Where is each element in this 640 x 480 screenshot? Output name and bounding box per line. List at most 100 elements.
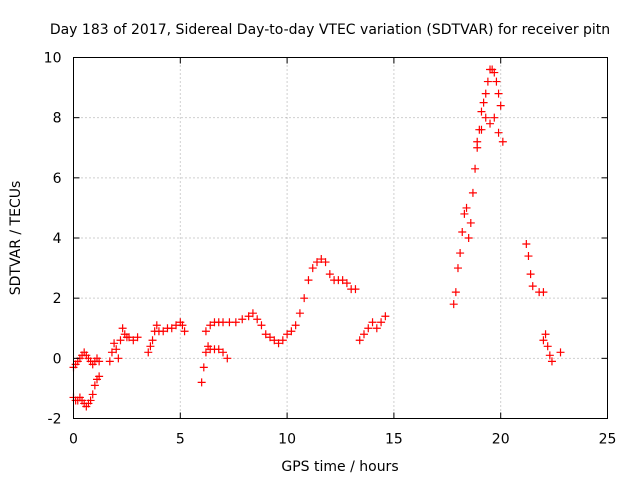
data-point: [110, 339, 119, 348]
data-point: [490, 113, 499, 122]
data-point: [95, 372, 104, 381]
data-point: [300, 294, 309, 303]
data-point: [460, 209, 469, 218]
data-point: [317, 255, 326, 264]
x-tick-label: 5: [176, 432, 185, 448]
data-point: [483, 77, 492, 86]
data-point: [199, 363, 208, 372]
data-point: [180, 327, 189, 336]
data-point: [105, 357, 114, 366]
data-point: [159, 327, 168, 336]
data-point: [453, 264, 462, 273]
y-tick-label: 6: [53, 171, 62, 187]
y-tick-labels: -2 0 2 4 6 8 10: [44, 51, 62, 428]
data-point: [313, 258, 322, 267]
data-point: [144, 348, 153, 357]
data-point: [471, 164, 480, 173]
data-point: [338, 276, 347, 285]
data-point: [464, 234, 473, 242]
data-point: [456, 249, 465, 258]
data-point: [321, 258, 330, 267]
data-point: [308, 264, 317, 273]
data-point: [95, 357, 104, 366]
axis-ticks: [73, 57, 608, 419]
y-axis-label: SDTVAR / TECUs: [8, 181, 24, 296]
y-tick-label: 0: [53, 351, 62, 367]
data-point: [364, 324, 373, 333]
data-point: [88, 390, 97, 399]
data-point: [283, 330, 292, 339]
data-point: [146, 342, 155, 351]
data-point: [274, 339, 283, 348]
data-point: [270, 336, 279, 345]
grid-lines: [73, 57, 608, 419]
data-point: [486, 119, 495, 128]
y-tick-label: 4: [53, 231, 62, 247]
y-tick-label: -2: [48, 412, 62, 428]
data-point: [278, 336, 287, 345]
data-point: [481, 89, 490, 98]
data-point: [462, 203, 471, 212]
x-axis-label: GPS time / hours: [281, 459, 398, 475]
data-point: [206, 321, 215, 330]
data-point: [253, 315, 262, 324]
data-point: [244, 312, 253, 321]
data-point: [541, 330, 550, 339]
data-point: [219, 348, 228, 357]
data-point: [125, 333, 134, 342]
data-point: [524, 252, 533, 261]
data-point: [492, 77, 501, 86]
data-point: [152, 321, 161, 330]
data-point: [458, 227, 467, 236]
data-point: [481, 113, 490, 122]
data-point: [522, 240, 531, 249]
data-point: [86, 396, 95, 405]
data-point: [214, 345, 223, 354]
data-point: [238, 315, 247, 324]
data-point: [359, 330, 368, 339]
chart-title: Day 183 of 2017, Sidereal Day-to-day VTE…: [50, 22, 610, 38]
data-point: [287, 327, 296, 336]
data-point: [526, 270, 535, 279]
data-point: [118, 324, 127, 333]
data-point: [381, 312, 390, 321]
data-point: [257, 321, 266, 330]
data-point: [449, 300, 458, 309]
data-point: [197, 378, 206, 387]
data-point: [543, 342, 552, 351]
y-tick-label: 2: [53, 291, 62, 307]
data-point: [496, 101, 505, 110]
y-tick-label: 10: [44, 51, 62, 67]
data-point: [466, 218, 475, 227]
data-point: [342, 279, 351, 288]
data-point: [114, 354, 123, 363]
data-point: [468, 188, 477, 197]
data-point: [291, 321, 300, 330]
data-point: [201, 348, 210, 357]
data-point: [295, 309, 304, 318]
data-point: [451, 288, 460, 297]
data-point: [539, 288, 548, 297]
data-point: [368, 318, 377, 327]
data-point: [490, 68, 499, 77]
data-point: [372, 324, 381, 333]
data-point: [539, 336, 548, 345]
data-point: [351, 285, 360, 294]
x-tick-label: 25: [599, 432, 617, 448]
data-point: [479, 98, 488, 107]
x-tick-label: 15: [385, 432, 403, 448]
data-point: [494, 128, 503, 137]
data-point: [528, 282, 537, 291]
y-tick-label: 8: [53, 111, 62, 127]
x-tick-labels: 0 5 10 15 20 25: [69, 432, 616, 448]
data-point: [473, 137, 482, 146]
data-point: [325, 270, 334, 279]
data-point: [355, 336, 364, 345]
data-point: [148, 336, 157, 345]
data-point: [477, 107, 486, 116]
data-point: [377, 318, 386, 327]
data-point: [167, 324, 176, 333]
data-point: [556, 348, 565, 357]
